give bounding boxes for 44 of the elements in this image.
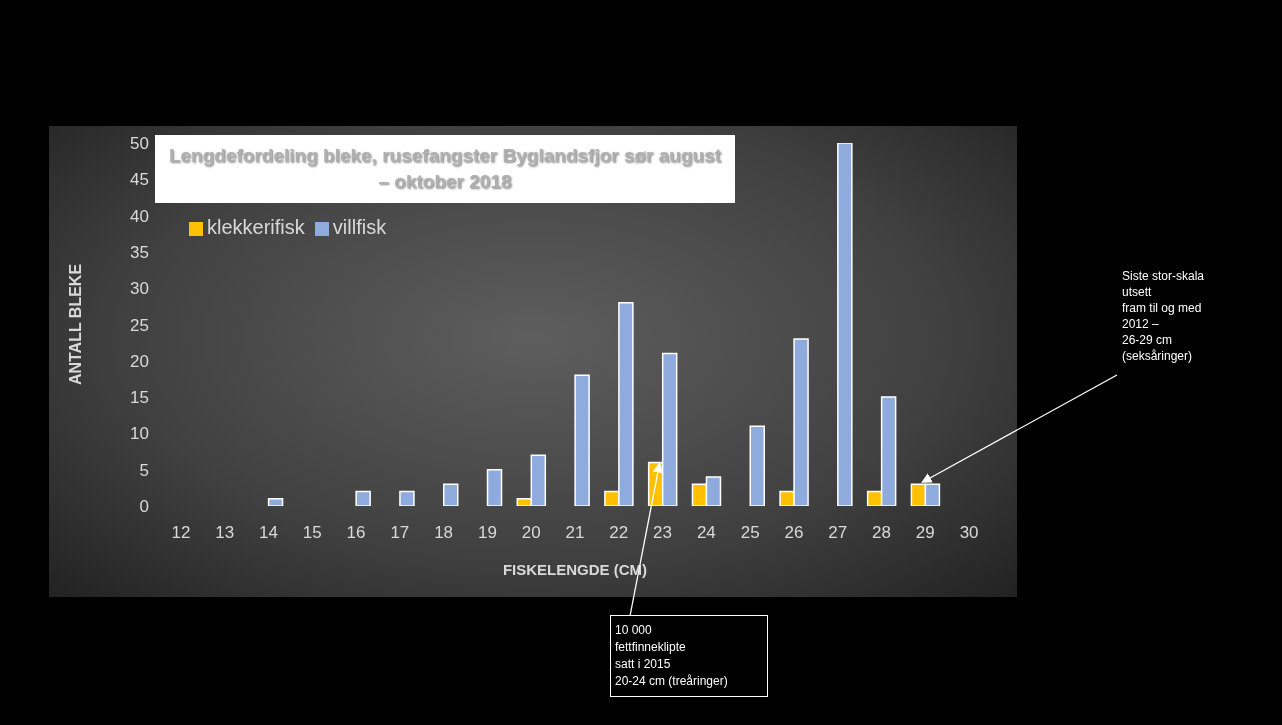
bar bbox=[267, 497, 284, 506]
legend-label: klekkerifisk bbox=[207, 216, 305, 238]
y-axis-title: ANTALL BLEKE bbox=[66, 263, 84, 386]
y-tick-label: 0 bbox=[139, 497, 149, 517]
x-tick-label: 29 bbox=[915, 523, 935, 543]
bar bbox=[749, 425, 766, 506]
x-tick-label: 19 bbox=[477, 523, 497, 543]
y-tick-label: 30 bbox=[130, 279, 149, 299]
x-tick-label: 26 bbox=[784, 523, 804, 543]
y-tick-label: 50 bbox=[130, 134, 149, 154]
x-tick-label: 24 bbox=[696, 523, 716, 543]
bar bbox=[837, 143, 853, 506]
x-tick-label: 17 bbox=[390, 523, 410, 543]
bar bbox=[442, 483, 459, 506]
x-tick-label: 25 bbox=[740, 523, 760, 543]
x-tick-label: 16 bbox=[346, 523, 366, 543]
annotation: 10 000 fettfinneklipte satt i 2015 20-24 cm (treåringer) bbox=[610, 615, 768, 697]
x-tick-label: 14 bbox=[259, 523, 278, 543]
annotation: Siste stor-skala utsett fram til og med 2012 – 26-29 cm (seksåringer) bbox=[1122, 268, 1206, 364]
y-tick-label: 45 bbox=[130, 170, 149, 190]
y-tick-label: 40 bbox=[130, 206, 149, 226]
x-tick-label: 12 bbox=[171, 523, 191, 543]
x-tick-label: 28 bbox=[872, 523, 891, 543]
y-tick-label: 20 bbox=[130, 351, 149, 371]
x-tick-label: 15 bbox=[302, 523, 322, 543]
y-tick-label: 35 bbox=[130, 242, 149, 262]
x-tick-label: 27 bbox=[828, 523, 848, 543]
legend-label: villfisk bbox=[332, 216, 387, 238]
bar bbox=[486, 468, 503, 506]
y-tick-label: 15 bbox=[130, 388, 149, 408]
bar bbox=[355, 490, 371, 506]
x-tick-label: 22 bbox=[609, 523, 629, 543]
bar bbox=[574, 374, 590, 506]
y-tick-label: 10 bbox=[130, 424, 149, 444]
x-tick-label: 30 bbox=[959, 523, 979, 543]
x-tick-label: 21 bbox=[565, 523, 585, 543]
bar bbox=[399, 490, 415, 506]
text: Lengdefordeling bleke, rusefangster Byglandsfjor sør august – oktober 2018 bbox=[155, 135, 735, 203]
y-tick-label: 5 bbox=[139, 460, 149, 480]
x-tick-label: 20 bbox=[521, 523, 541, 543]
x-tick-label: 18 bbox=[434, 523, 454, 543]
x-tick-label: 13 bbox=[215, 523, 235, 543]
x-tick-label: 23 bbox=[653, 523, 673, 543]
y-tick-label: 25 bbox=[130, 315, 149, 335]
